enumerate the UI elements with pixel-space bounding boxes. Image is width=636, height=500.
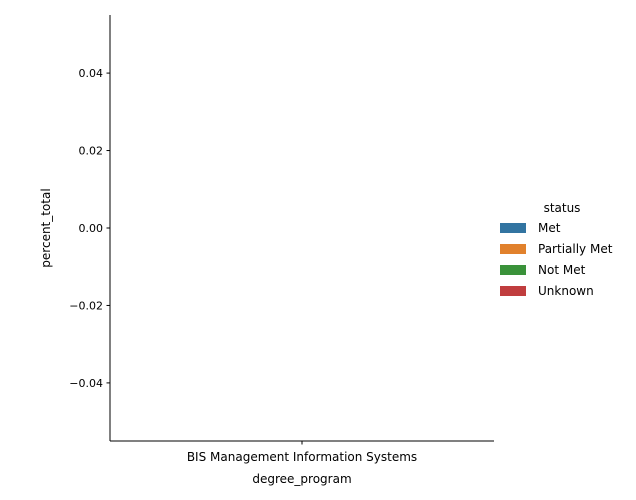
legend-swatch <box>500 223 526 233</box>
legend-items: Met Partially Met Not Met Unknown <box>500 221 613 298</box>
y-ticks: −0.04 −0.02 0.00 0.02 0.04 <box>69 67 110 390</box>
legend-label: Unknown <box>538 284 594 298</box>
legend-swatch <box>500 286 526 296</box>
legend-label: Not Met <box>538 263 586 277</box>
legend: status Met Partially Met Not Met Unknown <box>500 201 613 298</box>
y-tick-label: 0.00 <box>79 222 104 235</box>
x-ticks: BIS Management Information Systems <box>187 441 417 464</box>
legend-label: Partially Met <box>538 242 613 256</box>
y-tick-label: 0.04 <box>79 67 104 80</box>
legend-label: Met <box>538 221 561 235</box>
y-tick-label: −0.02 <box>69 299 103 312</box>
legend-title: status <box>544 201 581 215</box>
legend-swatch <box>500 265 526 275</box>
x-tick-label: BIS Management Information Systems <box>187 450 417 464</box>
y-tick-label: −0.04 <box>69 377 103 390</box>
y-tick-label: 0.02 <box>79 145 104 158</box>
y-axis-label: percent_total <box>39 188 53 267</box>
x-axis-label: degree_program <box>252 472 351 486</box>
legend-swatch <box>500 244 526 254</box>
